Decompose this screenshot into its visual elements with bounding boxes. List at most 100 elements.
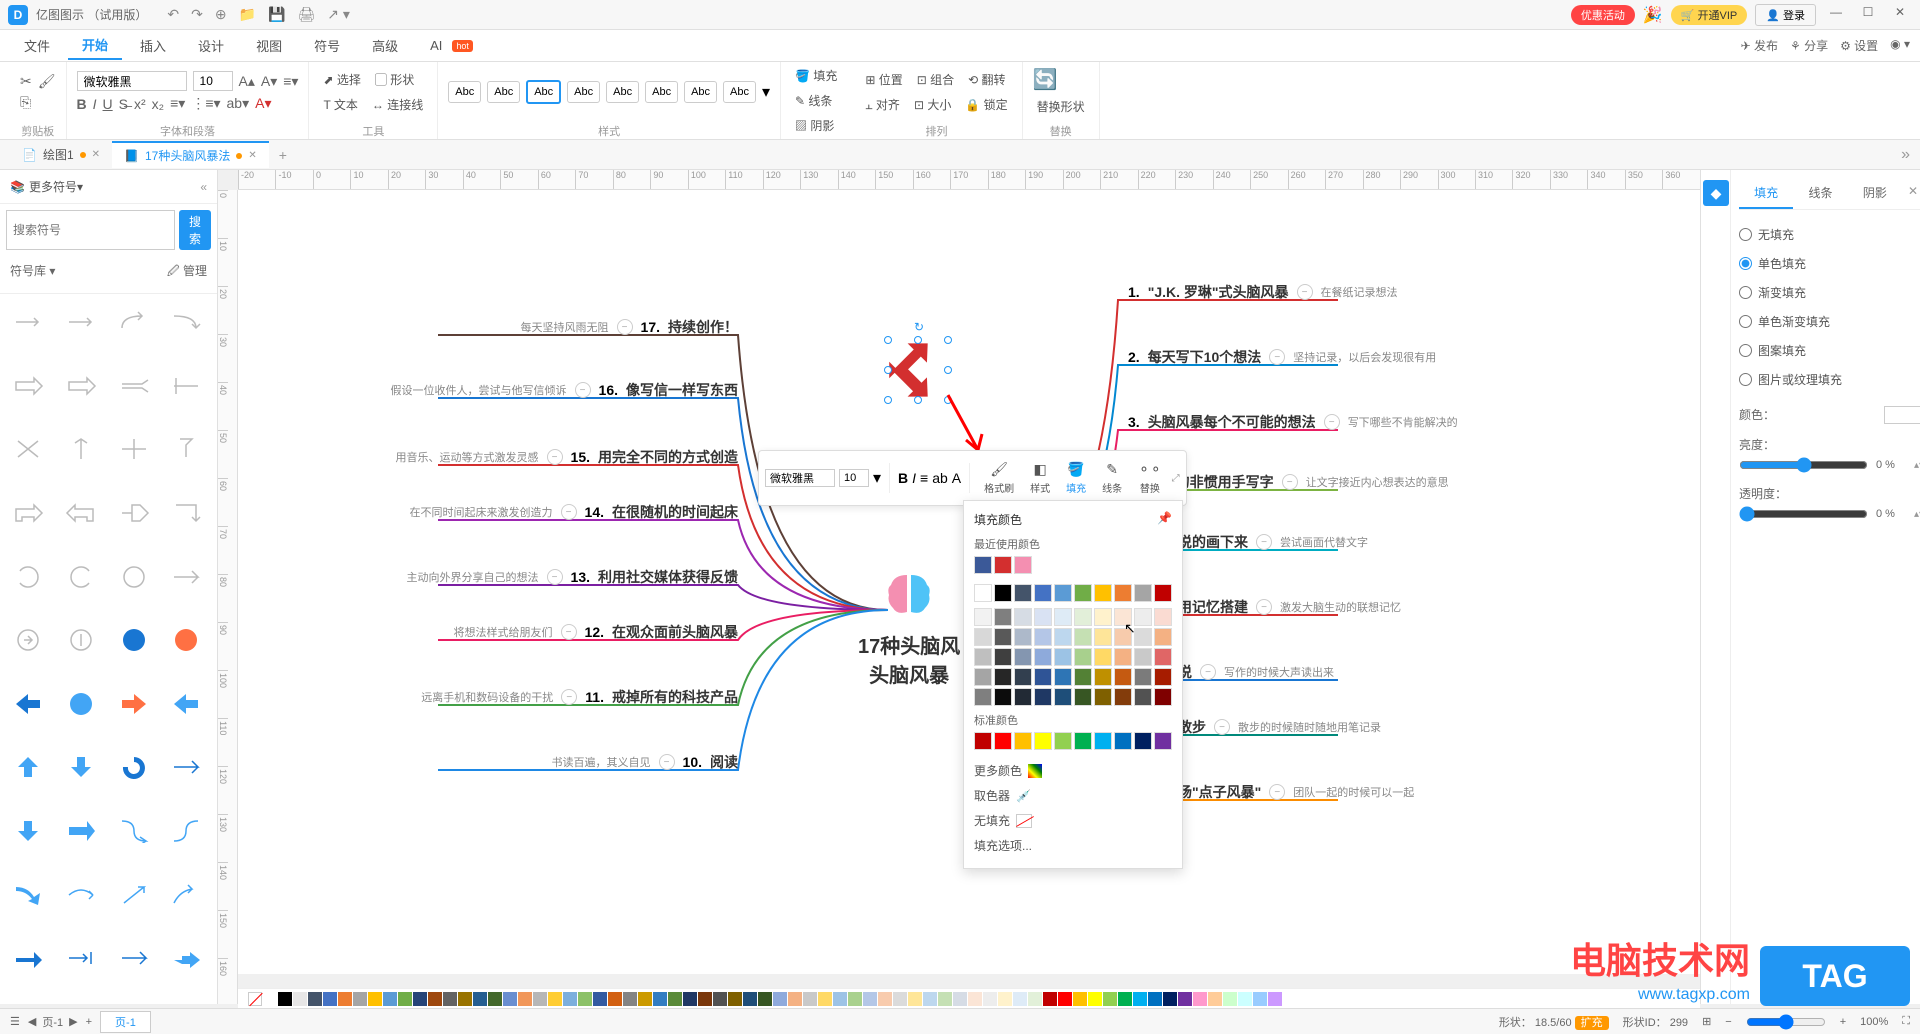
arrow-shape-40[interactable] xyxy=(8,942,48,974)
style-preset-6[interactable]: Abc xyxy=(645,81,678,103)
nofill-swatch[interactable] xyxy=(248,992,262,1006)
arrow-shape-20[interactable] xyxy=(8,624,48,656)
arrow-shape-21[interactable] xyxy=(61,624,101,656)
standard-color[interactable] xyxy=(1034,732,1052,750)
arrow-shape-11[interactable] xyxy=(166,433,206,465)
maximize-icon[interactable]: ☐ xyxy=(1856,5,1880,25)
new-icon[interactable]: ⊕ xyxy=(215,6,227,23)
colorbar-swatch[interactable] xyxy=(1253,992,1267,1006)
arrow-shape-3[interactable] xyxy=(166,306,206,338)
arrow-shape-12[interactable] xyxy=(8,497,48,529)
arrow-shape-8[interactable] xyxy=(8,433,48,465)
standard-color[interactable] xyxy=(1154,732,1172,750)
theme-color[interactable] xyxy=(1074,608,1092,626)
colorbar-swatch[interactable] xyxy=(923,992,937,1006)
colorbar-swatch[interactable] xyxy=(578,992,592,1006)
theme-color[interactable] xyxy=(1114,584,1132,602)
theme-color[interactable] xyxy=(994,628,1012,646)
mindmap-node-right-8[interactable]: 进行一场"点子风暴"−团队一起的时候可以一起 xyxy=(1128,782,1628,802)
minimize-icon[interactable]: — xyxy=(1824,5,1848,25)
colorbar-swatch[interactable] xyxy=(1058,992,1072,1006)
more-colors-button[interactable]: 更多颜色 xyxy=(974,758,1172,783)
mindmap-node-left-2[interactable]: 用完全不同的方式创造15.−用音乐、运动等方式激发灵感 xyxy=(238,447,738,467)
recent-color[interactable] xyxy=(974,556,992,574)
float-ab-icon[interactable]: ab xyxy=(932,470,948,486)
standard-color[interactable] xyxy=(994,732,1012,750)
page-nav-prev-icon[interactable]: ◀ xyxy=(28,1015,36,1028)
colorbar-swatch[interactable] xyxy=(1103,992,1117,1006)
right-tab-线条[interactable]: 线条 xyxy=(1793,178,1847,209)
colorbar-swatch[interactable] xyxy=(818,992,832,1006)
copy-icon[interactable]: ⎘ xyxy=(20,94,31,111)
theme-color[interactable] xyxy=(1014,648,1032,666)
menu-视图[interactable]: 视图 xyxy=(242,32,296,59)
theme-color[interactable] xyxy=(1134,688,1152,706)
float-color-icon[interactable]: A xyxy=(952,470,961,486)
colorbar-swatch[interactable] xyxy=(1028,992,1042,1006)
symbol-search-button[interactable]: 搜索 xyxy=(179,210,211,250)
colorbar-swatch[interactable] xyxy=(1208,992,1222,1006)
menu-高级[interactable]: 高级 xyxy=(358,32,412,59)
colorbar-swatch[interactable] xyxy=(1088,992,1102,1006)
colorbar-swatch[interactable] xyxy=(368,992,382,1006)
colorbar-swatch[interactable] xyxy=(458,992,472,1006)
fill-option-单色渐变填充[interactable]: 单色渐变填充 xyxy=(1739,307,1920,336)
colorbar-swatch[interactable] xyxy=(773,992,787,1006)
arrow-shape-23[interactable] xyxy=(166,624,206,656)
theme-color[interactable] xyxy=(1154,628,1172,646)
colorbar-swatch[interactable] xyxy=(908,992,922,1006)
export-icon[interactable]: ↗ ▾ xyxy=(327,6,350,23)
colorbar-swatch[interactable] xyxy=(1223,992,1237,1006)
lock-button[interactable]: 🔒 锁定 xyxy=(961,94,1011,115)
style-preset-5[interactable]: Abc xyxy=(606,81,639,103)
close-icon[interactable]: ✕ xyxy=(1888,5,1912,25)
theme-color[interactable] xyxy=(994,668,1012,686)
font-color-icon[interactable]: A▾ xyxy=(255,95,271,112)
theme-color[interactable] xyxy=(1034,608,1052,626)
arrow-shape-7[interactable] xyxy=(166,370,206,402)
theme-color[interactable] xyxy=(1134,584,1152,602)
page-tab[interactable]: 页-1 xyxy=(100,1011,151,1033)
theme-color[interactable] xyxy=(1054,628,1072,646)
colorbar-swatch[interactable] xyxy=(383,992,397,1006)
theme-color[interactable] xyxy=(1074,628,1092,646)
color-preview[interactable] xyxy=(1884,406,1920,424)
menu-dropdown-icon[interactable]: ◉ ▾ xyxy=(1890,37,1910,54)
arrow-shape-6[interactable] xyxy=(114,370,154,402)
share-button[interactable]: ⚘ 分享 xyxy=(1790,37,1828,54)
colorbar-swatch[interactable] xyxy=(968,992,982,1006)
arrow-shape-16[interactable] xyxy=(8,561,48,593)
replace-shape-icon[interactable]: 🔄 xyxy=(1033,67,1089,92)
colorbar-swatch[interactable] xyxy=(263,992,277,1006)
float-font-select[interactable] xyxy=(765,469,835,487)
arrow-shape-25[interactable] xyxy=(61,688,101,720)
promo-button[interactable]: 优惠活动 xyxy=(1571,5,1635,25)
colorbar-swatch[interactable] xyxy=(878,992,892,1006)
connector-tool[interactable]: ↔ 连接线 xyxy=(368,94,427,115)
colorbar-swatch[interactable] xyxy=(893,992,907,1006)
theme-color[interactable] xyxy=(994,608,1012,626)
select-tool[interactable]: ⬈ 选择 xyxy=(319,69,364,90)
arrow-shape-34[interactable] xyxy=(114,815,154,847)
colorbar-swatch[interactable] xyxy=(983,992,997,1006)
arrow-shape-0[interactable] xyxy=(8,306,48,338)
theme-color[interactable] xyxy=(1154,688,1172,706)
increase-font-icon[interactable]: A▴ xyxy=(239,73,255,90)
colorbar-swatch[interactable] xyxy=(803,992,817,1006)
theme-color[interactable] xyxy=(1014,688,1032,706)
style-preset-2[interactable]: Abc xyxy=(487,81,520,103)
colorbar-swatch[interactable] xyxy=(593,992,607,1006)
theme-color[interactable] xyxy=(1114,668,1132,686)
colorbar-swatch[interactable] xyxy=(308,992,322,1006)
colorbar-swatch[interactable] xyxy=(608,992,622,1006)
theme-color[interactable] xyxy=(1054,584,1072,602)
add-tab-button[interactable]: + xyxy=(279,147,287,163)
colorbar-swatch[interactable] xyxy=(758,992,772,1006)
theme-color[interactable] xyxy=(1094,688,1112,706)
arrow-shape-4[interactable] xyxy=(8,370,48,402)
theme-color[interactable] xyxy=(1074,584,1092,602)
opacity-spinner[interactable]: ▴▾ xyxy=(1914,509,1920,520)
align-button[interactable]: ⫠ 对齐 xyxy=(861,94,904,115)
arrow-shape-2[interactable] xyxy=(114,306,154,338)
style-preset-7[interactable]: Abc xyxy=(684,81,717,103)
